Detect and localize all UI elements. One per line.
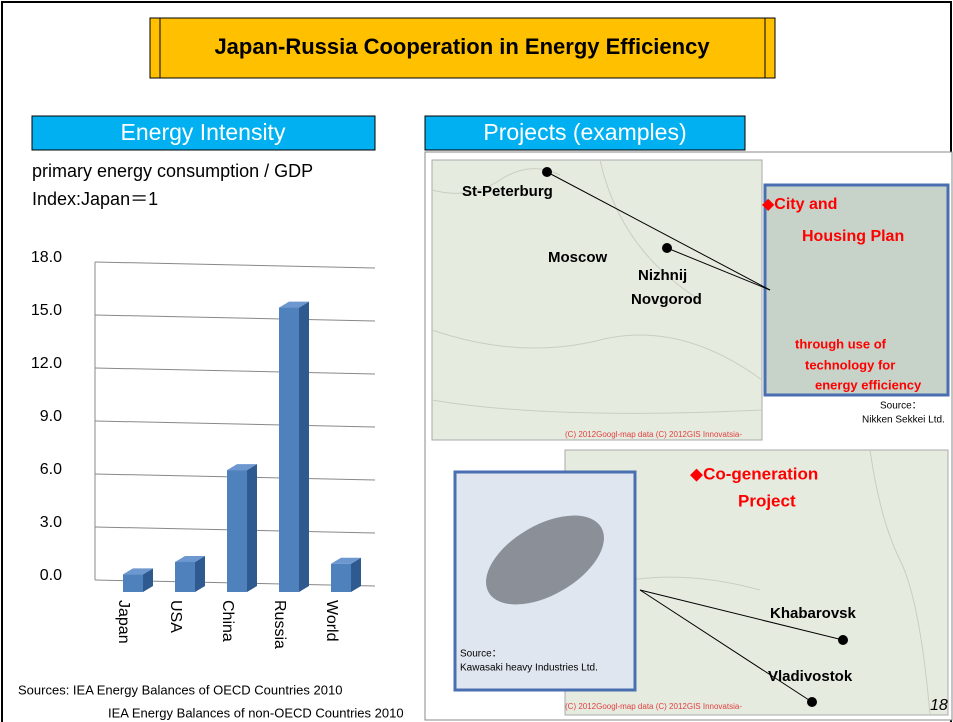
x-tick-label: Japan [115,600,132,644]
city-dot [807,697,817,707]
map-lines [431,159,763,414]
y-tick-label: 0.0 [40,567,62,584]
sources: IEA Energy Balances of non-OECD Countrie… [108,705,404,720]
project-text: ◆Co-generation [690,464,818,483]
bar [227,470,247,592]
title-banner [149,17,776,79]
city-label: Vladivostok [768,668,853,685]
slide-title: Japan-Russia Cooperation in Energy Effic… [214,34,710,59]
subtitle: Index:Japan＝1 [32,189,158,209]
y-tick-label: 3.0 [40,514,62,531]
x-tick-label: Russia [271,600,288,649]
y-tick-label: 12.0 [31,355,62,372]
panel-header-text: Energy Intensity [121,119,286,145]
panel-header [31,115,376,151]
project-text: ◆City and [762,196,837,213]
turbine [486,515,604,605]
bar-top [227,464,257,471]
x-tick-label: World [323,600,340,642]
bar [123,574,143,592]
bar-side [299,301,309,592]
city-dot [838,635,848,645]
bar-side [351,557,361,592]
chart: 0.0 3.0 6.0 9.0 12.0 15.0 18.0 Japan USA China Rus… [31,249,376,649]
source: Nikken Sekkei Ltd. [862,415,945,426]
city-label: Novgorod [631,291,702,308]
city-label: Khabarovsk [770,605,857,622]
city-label: Nizhnij [638,267,687,284]
bar-top [331,557,361,564]
bar-side [195,555,205,592]
x-tick-label: China [219,600,236,642]
bar-side [247,464,257,592]
bar-top [123,568,153,575]
city-label: St-Peterburg [462,183,553,200]
city-dot [542,167,552,177]
grid-line [94,420,376,428]
map [431,159,763,441]
panel-header-text: Projects (examples) [483,119,686,145]
bar [279,307,299,592]
city-label: Moscow [548,249,608,266]
project-text: technology for [805,357,895,372]
panel-header [424,115,746,151]
subtitle: primary energy consumption / GDP [32,161,313,181]
connector [639,589,813,703]
grid-line [94,314,376,322]
y-tick-label: 6.0 [40,461,62,478]
connector [639,589,844,641]
grid-line [94,367,376,375]
map-copyright: (C) 2012Googl-map data (C) 2012GIS Innov… [565,430,742,439]
bar-top [175,555,205,562]
connector [546,171,771,291]
sources: Sources: IEA Energy Balances of OECD Cou… [18,682,342,697]
grid-line [94,261,376,269]
y-tick-label: 15.0 [31,302,62,319]
project-text: through use of [795,336,887,351]
source-label: Source： [460,649,502,660]
map-copyright: (C) 2012Googl-map data (C) 2012GIS Innov… [565,702,742,711]
y-tick-label: 9.0 [40,408,62,425]
page-number: 18 [930,697,948,714]
project-text: Housing Plan [802,228,904,245]
photo [763,183,950,397]
bar [331,563,351,592]
x-tick-label: USA [167,600,184,633]
connector [666,247,771,291]
source: Kawasaki heavy Industries Ltd. [460,663,598,674]
source-label: Source： [880,401,922,412]
bar [175,561,195,592]
bar-side [143,568,153,592]
city-dot [662,243,672,253]
project-text: energy efficiency [815,377,922,392]
project-text: Project [738,491,796,510]
y-tick-label: 18.0 [31,249,62,266]
bar-top [279,301,309,308]
